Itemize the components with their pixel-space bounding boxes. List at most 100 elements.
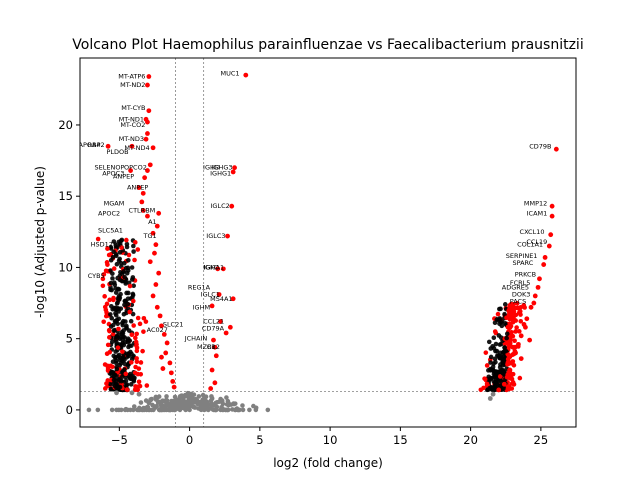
data-point <box>171 384 177 390</box>
data-point-not-significant <box>146 407 152 413</box>
data-point-cluster <box>501 386 506 391</box>
data-point-not-significant <box>196 394 202 399</box>
data-point-cluster <box>111 266 117 271</box>
data-point <box>549 203 555 209</box>
gene-annotation: MMP12 <box>524 199 547 207</box>
data-point-cluster <box>517 329 522 334</box>
gene-annotation: JCHAIN <box>184 335 208 343</box>
gene-annotation: SLC21 <box>163 320 184 328</box>
data-point <box>553 146 559 152</box>
gene-annotation: CD79A <box>202 325 225 333</box>
data-point-cluster <box>115 296 121 301</box>
data-point <box>139 199 145 205</box>
data-point <box>114 390 119 396</box>
data-point <box>232 165 237 171</box>
gene-annotation: HSD17B2 <box>91 241 122 249</box>
data-point <box>168 370 174 376</box>
gene-annotation: IGLC3 <box>206 232 225 240</box>
data-point-cluster <box>144 383 150 388</box>
gene-annotation: APOC3 <box>102 169 124 177</box>
data-point-cluster <box>495 311 501 317</box>
data-point <box>154 223 160 229</box>
data-point <box>531 300 537 306</box>
data-point <box>136 185 142 191</box>
data-point-cluster <box>126 252 132 258</box>
gene-annotation: MT-ND2 <box>120 81 145 89</box>
data-point-cluster <box>115 345 121 350</box>
data-point-cluster <box>141 315 147 321</box>
data-point-not-significant <box>122 407 128 413</box>
data-point <box>527 337 533 343</box>
data-point-cluster <box>122 298 128 304</box>
data-point-cluster <box>509 329 514 335</box>
data-point <box>156 210 162 216</box>
data-point-cluster <box>122 274 127 280</box>
data-point-cluster <box>103 268 109 274</box>
data-point-not-significant <box>200 397 205 402</box>
data-point-cluster <box>108 280 114 286</box>
data-point <box>524 316 530 322</box>
gene-annotation: MT-ND4 <box>124 144 149 152</box>
data-point-cluster <box>115 321 121 327</box>
data-point-cluster <box>105 262 110 267</box>
y-tick-label: 20 <box>58 118 73 132</box>
data-point <box>145 213 150 219</box>
data-point <box>191 404 197 410</box>
data-point-not-significant <box>214 400 220 405</box>
data-point <box>546 243 552 249</box>
data-point <box>220 266 226 272</box>
data-point <box>164 340 170 346</box>
data-point-cluster <box>502 345 507 350</box>
data-point-cluster <box>100 283 106 289</box>
data-point-cluster <box>484 381 490 387</box>
data-point-cluster <box>493 341 499 347</box>
data-point-cluster <box>488 346 494 351</box>
gene-annotation: PACS <box>510 298 527 306</box>
data-point <box>549 213 555 219</box>
data-point <box>504 374 510 380</box>
data-point <box>166 401 171 407</box>
data-point-cluster <box>514 325 519 330</box>
data-point <box>513 350 518 356</box>
data-point <box>227 324 233 330</box>
data-point-cluster <box>110 359 116 365</box>
data-point-cluster <box>101 272 107 277</box>
data-point-cluster <box>497 383 503 389</box>
data-point <box>518 356 524 362</box>
data-point <box>175 398 181 404</box>
data-point <box>216 292 222 297</box>
data-point-cluster <box>510 333 516 339</box>
data-point-cluster <box>109 287 114 293</box>
data-point-cluster <box>134 342 139 347</box>
data-point-cluster <box>124 383 129 388</box>
data-point-cluster <box>141 329 146 334</box>
data-point-cluster <box>506 384 512 389</box>
data-point-not-significant <box>164 394 169 399</box>
data-point-cluster <box>121 334 126 340</box>
data-point-cluster <box>95 236 101 242</box>
data-point-cluster <box>486 374 492 380</box>
gene-annotation: CCL19 <box>526 238 547 246</box>
data-point-cluster <box>105 368 111 373</box>
data-point-cluster <box>113 337 118 342</box>
data-point-cluster <box>488 360 493 365</box>
data-point-cluster <box>131 283 136 288</box>
data-point-cluster <box>102 362 108 367</box>
data-point-cluster <box>134 356 139 361</box>
data-point <box>159 354 164 360</box>
data-point <box>160 366 166 371</box>
x-tick-label: −5 <box>111 433 128 447</box>
data-point-cluster <box>508 312 513 318</box>
data-point-cluster <box>124 290 129 296</box>
gene-annotation: CR2 <box>207 343 220 351</box>
data-point-cluster <box>107 335 112 340</box>
gene-annotation: APOA4 <box>79 141 101 149</box>
data-point <box>208 386 214 391</box>
y-tick-label: 15 <box>58 189 73 203</box>
gene-annotation: SPARC <box>512 259 533 267</box>
x-tick-label: 25 <box>534 433 549 447</box>
data-point-not-significant <box>225 407 230 413</box>
data-point-not-significant <box>236 407 242 413</box>
data-point-cluster <box>129 265 135 270</box>
gene-annotation: ADGRE5 <box>502 283 529 291</box>
